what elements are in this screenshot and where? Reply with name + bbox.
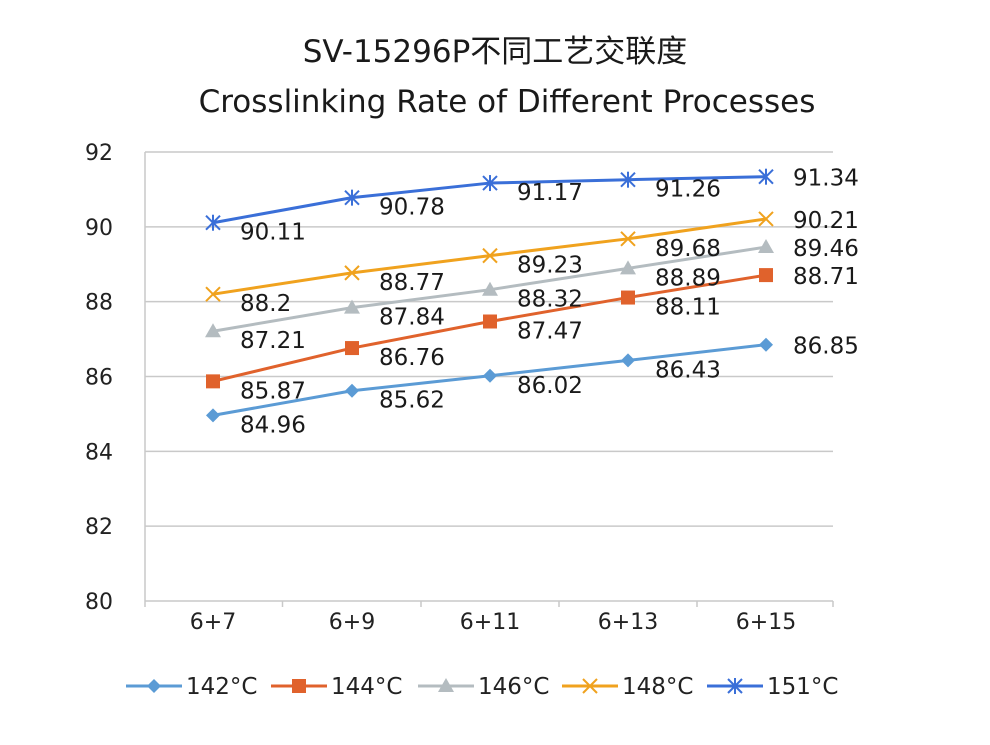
x-tick-label: 6+13 bbox=[598, 610, 658, 635]
y-tick-label: 80 bbox=[85, 590, 113, 615]
chart-subtitle: Crosslinking Rate of Different Processes bbox=[199, 84, 816, 120]
data-point bbox=[482, 281, 498, 296]
data-label: 88.77 bbox=[379, 270, 445, 296]
data-point bbox=[345, 383, 359, 398]
legend-marker bbox=[727, 678, 743, 694]
y-tick-label: 82 bbox=[85, 515, 113, 540]
data-point bbox=[620, 260, 636, 275]
data-label: 90.11 bbox=[240, 220, 306, 246]
data-point bbox=[620, 171, 636, 188]
data-point bbox=[345, 341, 359, 356]
data-label: 88.89 bbox=[655, 265, 721, 291]
data-point bbox=[758, 239, 774, 254]
data-point bbox=[205, 323, 221, 338]
y-tick-label: 84 bbox=[85, 440, 113, 465]
series-lines bbox=[205, 168, 774, 423]
x-tick-label: 6+11 bbox=[460, 610, 520, 635]
data-label: 90.78 bbox=[379, 195, 445, 221]
data-point bbox=[344, 265, 360, 281]
data-label: 86.76 bbox=[379, 345, 445, 371]
legend-item: 146°C bbox=[418, 674, 549, 700]
legend-label: 151°C bbox=[767, 674, 838, 700]
legend-marker bbox=[292, 679, 306, 693]
x-tick-label: 6+7 bbox=[190, 610, 236, 635]
data-point bbox=[205, 214, 221, 231]
data-labels: 84.96 85.62 86.02 86.43 86.85 85.87 86.76 87.47… bbox=[240, 166, 859, 439]
legend-item: 151°C bbox=[707, 674, 838, 700]
data-label: 88.11 bbox=[655, 295, 721, 321]
data-point bbox=[206, 374, 220, 389]
data-point bbox=[482, 247, 498, 264]
data-point bbox=[621, 290, 635, 305]
data-label: 87.21 bbox=[240, 328, 306, 354]
data-label: 90.21 bbox=[793, 208, 859, 234]
data-label: 91.26 bbox=[655, 177, 721, 203]
data-point bbox=[483, 314, 497, 329]
x-tick-label: 6+15 bbox=[736, 610, 796, 635]
legend-label: 148°C bbox=[622, 674, 693, 700]
data-label: 89.46 bbox=[793, 236, 859, 262]
data-label: 87.84 bbox=[379, 305, 445, 331]
data-point bbox=[758, 211, 774, 227]
data-point bbox=[759, 337, 773, 352]
data-point bbox=[344, 189, 360, 206]
legend-label: 142°C bbox=[186, 674, 257, 700]
data-point bbox=[344, 299, 360, 314]
data-label: 88.71 bbox=[793, 264, 859, 290]
legend-marker bbox=[582, 678, 598, 694]
legend-label: 146°C bbox=[478, 674, 549, 700]
data-label: 88.2 bbox=[240, 291, 291, 317]
legend-item: 144°C bbox=[271, 674, 402, 700]
data-label: 89.68 bbox=[655, 236, 721, 262]
data-label: 86.85 bbox=[793, 334, 859, 360]
y-tick-label: 92 bbox=[85, 141, 113, 166]
y-tick-label: 86 bbox=[85, 366, 113, 391]
data-point bbox=[758, 168, 774, 185]
data-label: 86.43 bbox=[655, 357, 721, 383]
legend-label: 144°C bbox=[331, 674, 402, 700]
gridlines bbox=[145, 151, 833, 602]
data-point bbox=[205, 286, 221, 302]
legend-item: 142°C bbox=[126, 674, 257, 700]
data-label: 91.17 bbox=[517, 180, 583, 206]
data-label: 87.47 bbox=[517, 318, 583, 344]
axes: 80 82 84 86 88 90 92 6+7 6+9 6+11 6+13 6+15 bbox=[85, 141, 834, 635]
data-point bbox=[206, 408, 220, 423]
chart-title: SV-15296P不同工艺交联度 bbox=[303, 34, 688, 70]
y-tick-label: 88 bbox=[85, 291, 113, 316]
data-point bbox=[482, 175, 498, 192]
legend-marker bbox=[438, 678, 454, 692]
legend-marker bbox=[147, 679, 161, 693]
x-tick-label: 6+9 bbox=[329, 610, 375, 635]
data-label: 84.96 bbox=[240, 412, 306, 438]
y-tick-label: 90 bbox=[85, 216, 113, 241]
data-point bbox=[483, 368, 497, 383]
legend: 142°C 144°C 146°C 148°C 151°C bbox=[126, 674, 838, 700]
data-point bbox=[621, 353, 635, 368]
legend-item: 148°C bbox=[562, 674, 693, 700]
data-label: 89.23 bbox=[517, 253, 583, 279]
data-label: 85.62 bbox=[379, 388, 445, 414]
data-point bbox=[620, 231, 636, 247]
data-label: 85.87 bbox=[240, 378, 306, 404]
data-point bbox=[759, 268, 773, 283]
data-label: 86.02 bbox=[517, 373, 583, 399]
data-label: 88.32 bbox=[517, 287, 583, 313]
data-label: 91.34 bbox=[793, 166, 859, 192]
